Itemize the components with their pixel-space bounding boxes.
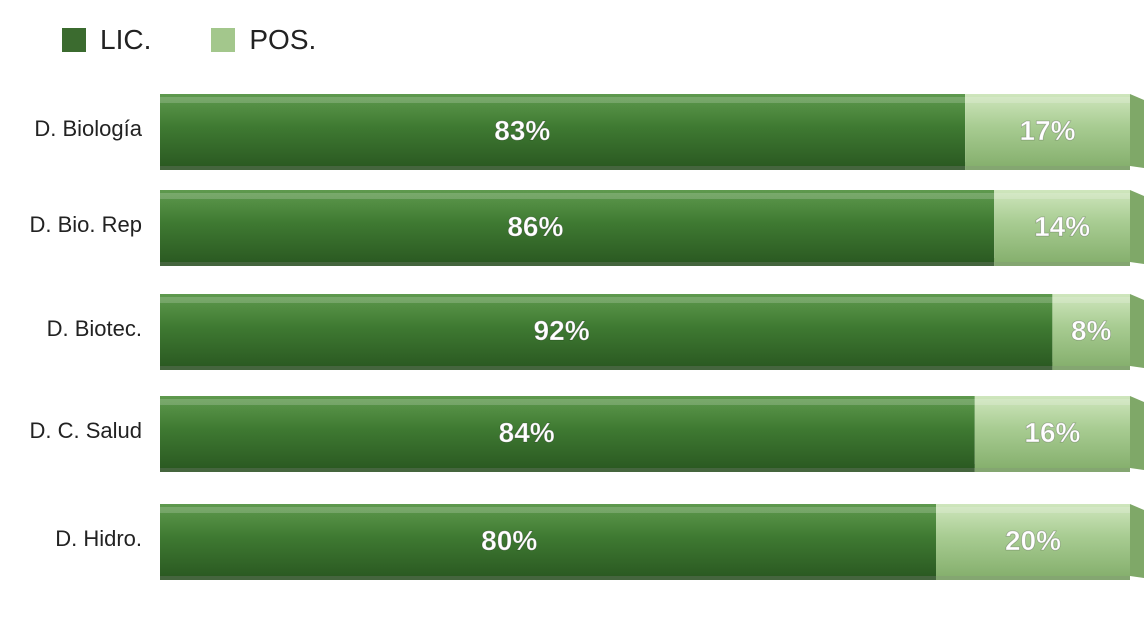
bar-end-cap: [1130, 396, 1144, 470]
bar-pos: [974, 396, 1130, 468]
legend-item-pos: POS.: [211, 24, 316, 56]
data-label-lic: 80%: [481, 525, 537, 556]
bar-pos: [965, 94, 1130, 166]
bar-lic: [160, 94, 966, 166]
legend: LIC. POS.: [62, 24, 316, 56]
bar-end-cap: [1130, 94, 1144, 168]
category-label: D. Bio. Rep: [29, 212, 143, 237]
data-label-lic: 84%: [499, 417, 555, 448]
bar-highlight-lic: [160, 399, 975, 405]
bar-lic: [160, 396, 975, 468]
legend-label-pos: POS.: [249, 24, 317, 55]
bar-pos: [936, 504, 1130, 576]
category-label: D. C. Salud: [29, 418, 143, 443]
data-label-pos: 8%: [1071, 315, 1112, 346]
bar-end-cap: [1130, 190, 1144, 264]
legend-swatch-pos: [211, 28, 236, 52]
bar-highlight-lic: [160, 297, 1053, 303]
bar-highlight-lic: [160, 507, 936, 513]
category-label: D. Biología: [34, 116, 142, 141]
bar-pos: [994, 190, 1130, 262]
bar-pos: [1052, 294, 1130, 366]
bar-highlight-pos: [974, 399, 1130, 405]
bar-highlight-pos: [994, 193, 1130, 199]
category-label: D. Biotec.: [46, 316, 142, 341]
data-label-pos: 14%: [1034, 211, 1090, 242]
bar-lic: [160, 190, 995, 262]
bar-highlight-pos: [936, 507, 1130, 513]
data-label-pos: 17%: [1020, 115, 1076, 146]
bar-lic: [160, 294, 1053, 366]
data-label-lic: 83%: [494, 115, 550, 146]
category-label: D. Hidro.: [55, 526, 142, 551]
data-label-pos: 16%: [1024, 417, 1080, 448]
legend-item-lic: LIC.: [62, 24, 151, 56]
legend-label-lic: LIC.: [100, 24, 152, 55]
legend-swatch-lic: [62, 28, 86, 52]
data-label-pos: 20%: [1005, 525, 1061, 556]
bar-highlight-pos: [1052, 297, 1130, 303]
bar-end-cap: [1130, 294, 1144, 368]
data-label-lic: 86%: [507, 211, 563, 242]
bar-highlight-pos: [965, 97, 1130, 103]
bar-lic: [160, 504, 936, 576]
bar-end-cap: [1130, 504, 1144, 578]
bar-highlight-lic: [160, 193, 995, 199]
bar-highlight-lic: [160, 97, 966, 103]
data-label-lic: 92%: [534, 315, 590, 346]
